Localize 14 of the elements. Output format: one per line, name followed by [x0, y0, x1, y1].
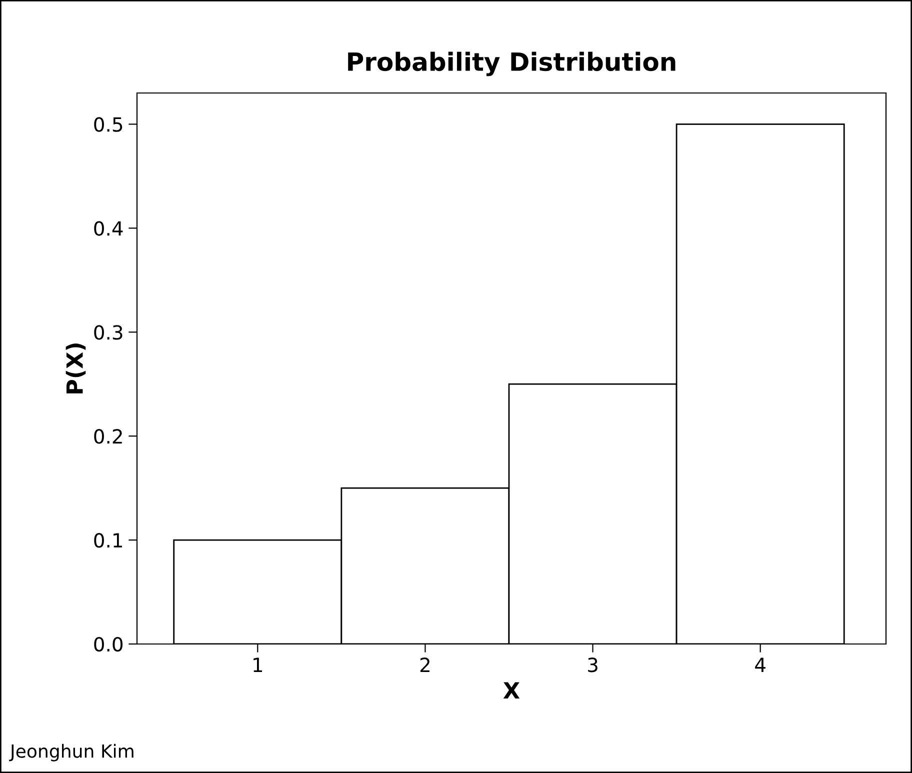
x-axis-title: X — [503, 682, 520, 698]
y-tick-label: 0.2 — [94, 429, 122, 444]
x-tick-label: 3 — [588, 658, 598, 672]
y-tick-label: 0.3 — [94, 325, 122, 340]
chart-title: Probability Distribution — [348, 52, 676, 76]
y-tick-label: 0.1 — [94, 532, 122, 548]
y-tick-label: 0.0 — [94, 636, 123, 652]
y-tick-label: 0.4 — [94, 221, 123, 236]
text: Jeonghun Kim — [9, 744, 134, 762]
y-tick-label: 0.5 — [94, 117, 122, 132]
y-axis-title: P(X) — [66, 344, 86, 394]
x-tick-label: 4 — [755, 658, 766, 672]
x-tick-label: 1 — [254, 658, 262, 672]
x-tick-label: 2 — [420, 658, 430, 672]
